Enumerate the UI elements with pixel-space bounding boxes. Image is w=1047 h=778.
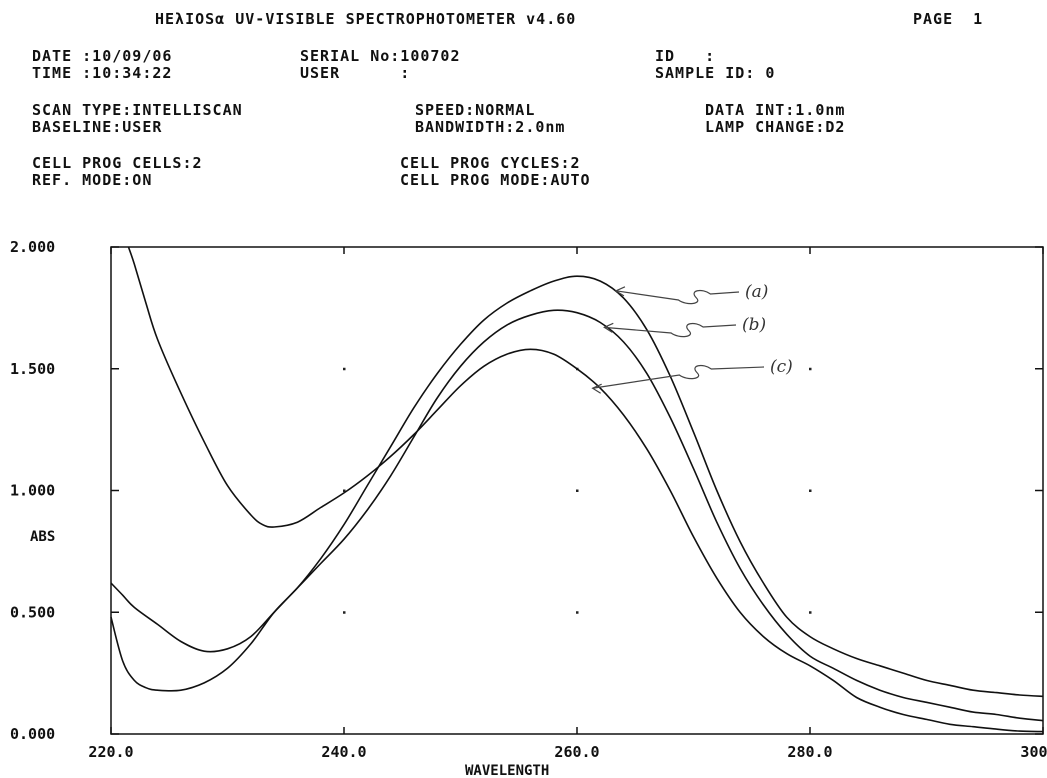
grid-dot [343, 611, 346, 614]
speed-field: SPEED:NORMAL [415, 101, 536, 119]
grid-dot [576, 489, 579, 492]
ref-mode-field: REF. MODE:ON [32, 171, 153, 189]
y-tick-label: 1.500 [10, 360, 55, 378]
annotation-label-b: (b) [742, 315, 766, 335]
x-tick-label: 260.0 [554, 743, 599, 761]
cell-prog-mode-field: CELL PROG MODE:AUTO [400, 171, 591, 189]
cell-prog-cells-field: CELL PROG CELLS:2 [32, 154, 203, 172]
annotation-label-c: (c) [770, 357, 793, 377]
user-field: USER : [300, 64, 411, 82]
y-tick-label: 0.500 [10, 603, 55, 621]
date-field: DATE :10/09/06 [32, 47, 173, 65]
x-axis-label: WAVELENGTH [465, 763, 549, 778]
grid-dot [576, 611, 579, 614]
scan-type-field: SCAN TYPE:INTELLISCAN [32, 101, 243, 119]
page-number: PAGE 1 [913, 10, 984, 28]
arrowhead [591, 383, 602, 394]
x-tick-label: 300.0 [1020, 743, 1047, 761]
tick-labels: 220.0 240.0 260.0 280.0 300.0 0.000 0.500 1.000… [10, 238, 1047, 761]
annotation-arrow-a [615, 289, 740, 305]
grid-marks [343, 367, 812, 614]
annotation-label-a: (a) [745, 282, 768, 302]
y-tick-label: 2.000 [10, 238, 55, 256]
lamp-change-field: LAMP CHANGE:D2 [705, 118, 846, 136]
bandwidth-field: BANDWIDTH:2.0nm [415, 118, 566, 136]
axis-ticks [110, 246, 1044, 735]
grid-dot [809, 367, 812, 371]
annotation-arrow-c [592, 364, 765, 389]
cell-prog-cycles-field: CELL PROG CYCLES:2 [400, 154, 581, 172]
y-tick-label: 1.000 [10, 482, 55, 500]
grid-dot [809, 489, 812, 492]
baseline-field: BASELINE:USER [32, 118, 163, 136]
grid-dot [343, 367, 346, 371]
arrowhead [614, 286, 626, 297]
time-field: TIME :10:34:22 [32, 64, 173, 82]
series-line-b [110, 309, 1044, 722]
y-axis-label: ABS [30, 529, 55, 545]
arrowhead [603, 322, 614, 333]
series-layer [110, 246, 1044, 733]
sample-id-field: SAMPLE ID: 0 [655, 64, 776, 82]
annotation-arrow-b [604, 322, 737, 338]
serial-field: SERIAL No:100702 [300, 47, 461, 65]
series-line-c [127, 246, 1044, 733]
x-tick-label: 220.0 [88, 743, 133, 761]
id-field: ID : [655, 47, 716, 65]
series-line-a [110, 275, 1044, 698]
grid-dot [343, 489, 346, 492]
series-annotations: (a) (b) (c) [591, 282, 793, 394]
y-tick-label: 0.000 [10, 725, 55, 743]
instrument-title: HEλIOSα UV-VISIBLE SPECTROPHOTOMETER v4.… [155, 10, 577, 28]
x-tick-label: 280.0 [787, 743, 832, 761]
x-tick-label: 240.0 [321, 743, 366, 761]
data-interval-field: DATA INT:1.0nm [705, 101, 846, 119]
grid-dot [809, 611, 812, 614]
